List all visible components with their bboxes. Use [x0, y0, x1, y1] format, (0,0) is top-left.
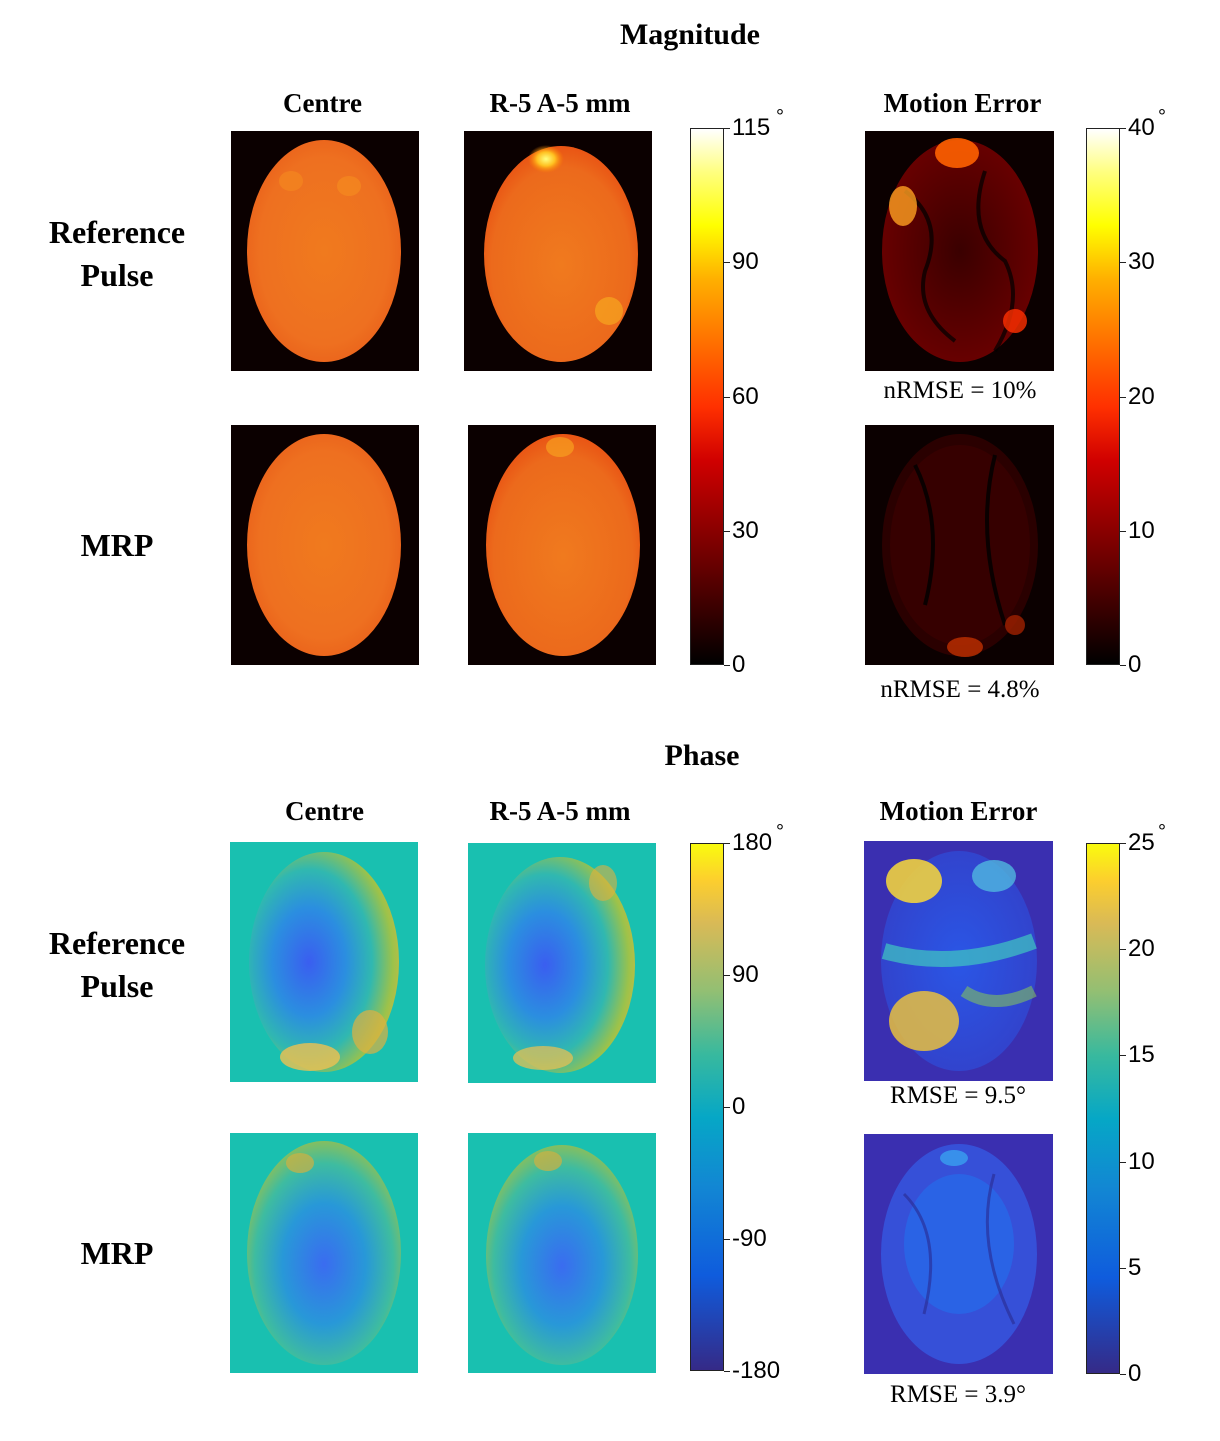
colorbar-tick-mark: [1120, 531, 1126, 532]
colorbar-tick-mark: [724, 531, 730, 532]
magnitude-ref-shift-map: [464, 131, 652, 371]
colorbar-tick-mark: [724, 843, 730, 844]
colorbar-tick-mark: [1120, 1374, 1126, 1375]
colorbar-tick-label: 180: [732, 829, 773, 856]
magnitude-title: Magnitude: [619, 18, 760, 51]
phase-title: Phase: [664, 739, 740, 772]
magnitude-row-mrp: MRP: [80, 527, 154, 563]
phase-mrp-centre-map: [230, 1133, 418, 1373]
row-label-line2: Pulse: [80, 968, 154, 1004]
phase-ref-error-map: [864, 841, 1053, 1081]
phase-row-mrp: MRP: [80, 1235, 154, 1271]
colorbar-tick-mark: [1120, 397, 1126, 398]
colorbar-tick-mark: [1120, 262, 1126, 263]
magnitude-mrp-error-map: [865, 425, 1054, 665]
colorbar-tick-mark: [1120, 843, 1126, 844]
magnitude-mrp-shift-map: [468, 425, 656, 665]
phase-mrp-shift-map: [468, 1133, 656, 1373]
row-label-line2: Pulse: [80, 257, 154, 293]
colorbar-tick-label: -90: [732, 1225, 767, 1252]
phase-row-reference: Reference Pulse: [17, 922, 217, 1008]
degree-symbol: °: [776, 821, 784, 843]
colorbar-tick-label: 0: [732, 651, 746, 678]
magnitude-mrp-metric: nRMSE = 4.8%: [880, 676, 1040, 703]
colorbar-tick-mark: [724, 975, 730, 976]
phase-ref-shift-map: [468, 843, 656, 1083]
magnitude-col-shift: R-5 A-5 mm: [489, 88, 631, 118]
colorbar-tick-label: 90: [732, 248, 759, 275]
phase-error-colorbar: [1086, 843, 1120, 1374]
degree-symbol: °: [776, 106, 784, 128]
colorbar-tick-label: 5: [1128, 1254, 1142, 1281]
phase-col-error: Motion Error: [879, 796, 1038, 826]
colorbar-tick-label: 30: [1128, 248, 1155, 275]
magnitude-colorbar: [690, 128, 724, 665]
row-label-line1: Reference: [48, 925, 186, 961]
colorbar-tick-label: 10: [1128, 517, 1155, 544]
magnitude-ref-metric: nRMSE = 10%: [883, 377, 1037, 404]
magnitude-col-centre: Centre: [283, 88, 362, 118]
colorbar-tick-label: -180: [732, 1357, 781, 1384]
colorbar-tick-mark: [724, 1107, 730, 1108]
phase-col-shift: R-5 A-5 mm: [489, 796, 631, 826]
colorbar-tick-label: 20: [1128, 935, 1155, 962]
magnitude-col-error: Motion Error: [883, 88, 1042, 118]
degree-symbol: °: [1158, 106, 1166, 128]
row-label-line1: Reference: [48, 214, 186, 250]
colorbar-tick-label: 60: [732, 383, 759, 410]
colorbar-tick-label: 15: [1128, 1041, 1155, 1068]
colorbar-tick-mark: [1120, 665, 1126, 666]
colorbar-tick-label: 25: [1128, 829, 1155, 856]
colorbar-tick-mark: [724, 1239, 730, 1240]
colorbar-tick-label: 90: [732, 961, 759, 988]
colorbar-tick-mark: [724, 128, 730, 129]
colorbar-tick-mark: [1120, 1162, 1126, 1163]
colorbar-tick-mark: [1120, 1268, 1126, 1269]
colorbar-tick-mark: [724, 1371, 730, 1372]
magnitude-row-reference: Reference Pulse: [17, 211, 217, 297]
colorbar-tick-mark: [1120, 128, 1126, 129]
colorbar-tick-label: 10: [1128, 1148, 1155, 1175]
degree-symbol: °: [1158, 821, 1166, 843]
colorbar-tick-mark: [724, 397, 730, 398]
colorbar-tick-label: 0: [732, 1093, 746, 1120]
magnitude-error-colorbar: [1086, 128, 1120, 665]
magnitude-ref-error-map: [865, 131, 1054, 371]
colorbar-tick-mark: [724, 665, 730, 666]
magnitude-mrp-centre-map: [231, 425, 419, 665]
phase-col-centre: Centre: [285, 796, 364, 826]
phase-mrp-error-map: [864, 1134, 1053, 1374]
colorbar-tick-label: 115: [732, 114, 771, 141]
phase-mrp-metric: RMSE = 3.9°: [890, 1381, 1026, 1408]
colorbar-tick-mark: [724, 262, 730, 263]
phase-ref-centre-map: [230, 842, 418, 1082]
colorbar-tick-mark: [1120, 1055, 1126, 1056]
magnitude-ref-centre-map: [231, 131, 419, 371]
colorbar-tick-mark: [1120, 949, 1126, 950]
phase-colorbar: [690, 843, 724, 1371]
colorbar-tick-label: 20: [1128, 383, 1155, 410]
colorbar-tick-label: 0: [1128, 651, 1142, 678]
phase-ref-metric: RMSE = 9.5°: [890, 1082, 1026, 1109]
colorbar-tick-label: 30: [732, 517, 759, 544]
colorbar-tick-label: 0: [1128, 1360, 1142, 1387]
colorbar-tick-label: 40: [1128, 114, 1155, 141]
